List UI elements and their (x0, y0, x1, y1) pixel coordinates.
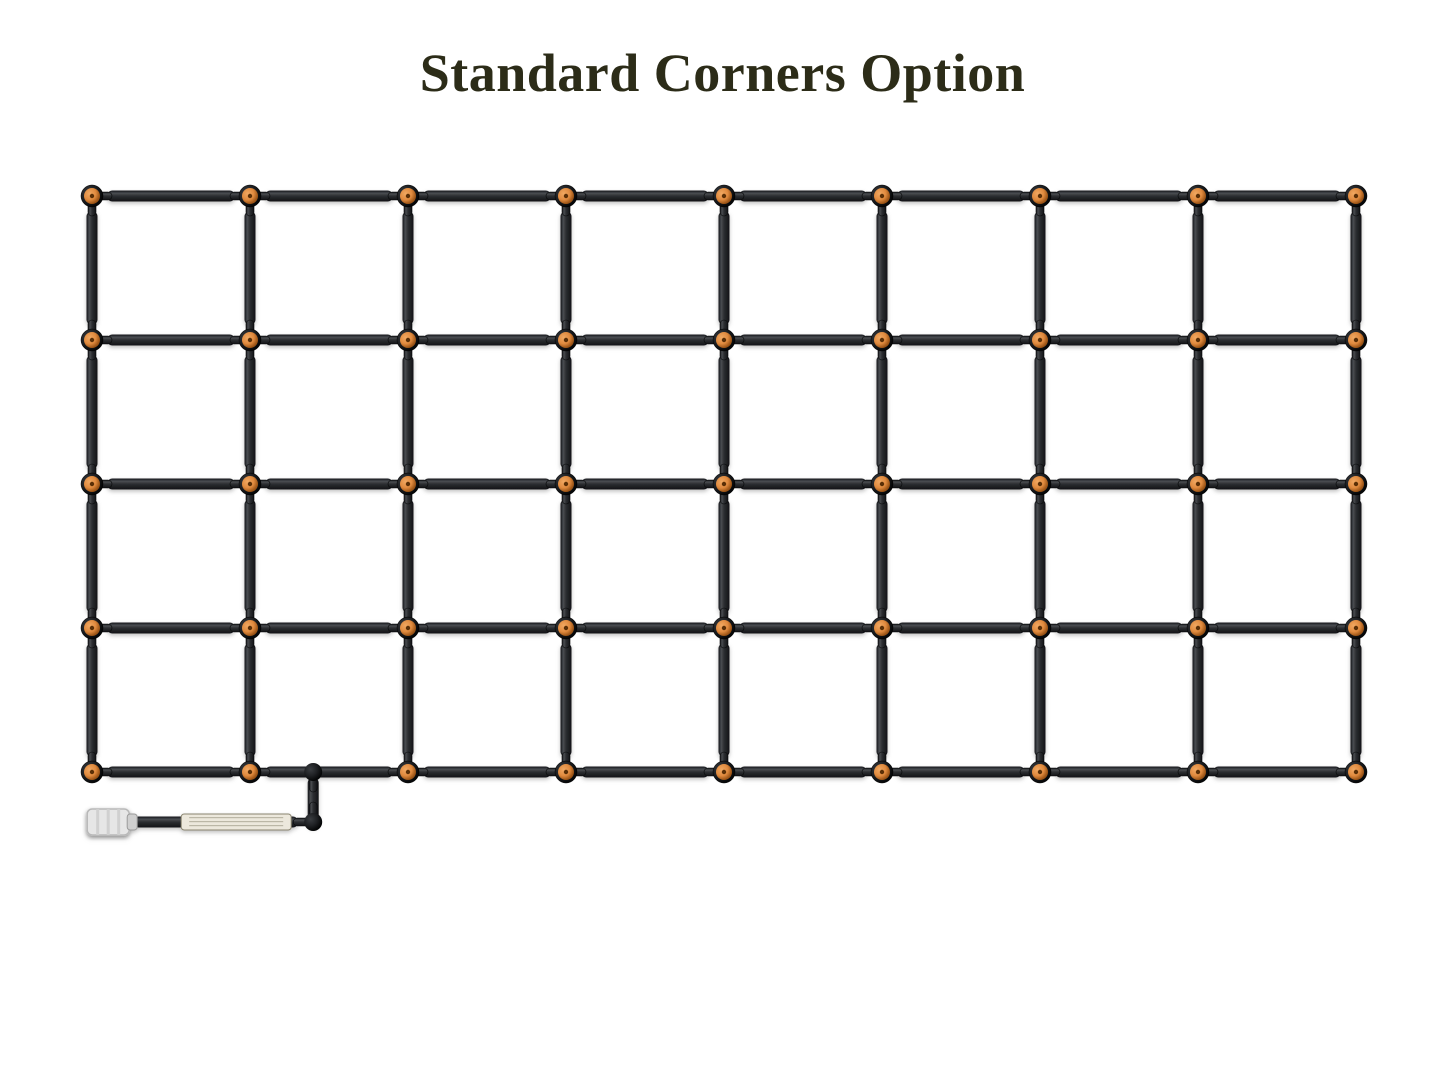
pipe-grid-diagram (0, 0, 1445, 1084)
pipe-layer (87, 191, 1362, 836)
diagram-stage: Standard Corners Option (0, 0, 1445, 1084)
